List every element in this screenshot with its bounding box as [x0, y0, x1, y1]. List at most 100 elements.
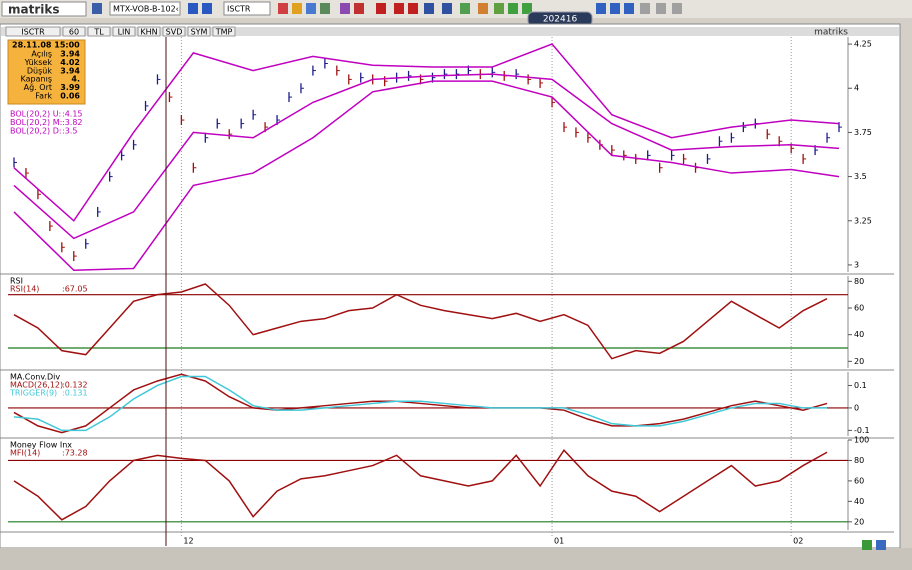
icon[interactable] [442, 3, 452, 14]
info-label: Kapanış [21, 75, 52, 84]
panel-title: MA.Conv.Div [10, 373, 60, 382]
info-value: 0.06 [60, 92, 80, 101]
legend-name: TRIGGER(9) [9, 389, 57, 398]
icon[interactable] [320, 3, 330, 14]
icon[interactable] [376, 3, 386, 14]
legend-name: RSI(14) [10, 285, 39, 294]
y-tick-label: 3 [854, 260, 859, 269]
icon[interactable] [656, 3, 666, 14]
icon[interactable] [188, 3, 198, 14]
info-label: Yüksek [24, 58, 53, 67]
tab[interactable] [187, 26, 211, 37]
legend-value: :67.05 [62, 285, 88, 294]
legend-value: :3.82 [62, 118, 83, 127]
tab-label: ISCTR [21, 28, 45, 37]
y-tick-label: 3.25 [854, 216, 872, 225]
icon[interactable] [494, 3, 504, 14]
status-bar [0, 548, 912, 570]
legend-name: BOL(20,2) D: [10, 127, 62, 136]
icon[interactable] [522, 3, 532, 14]
y-tick-label: 80 [854, 456, 864, 465]
icon[interactable] [610, 3, 620, 14]
y-tick-label: -0.1 [854, 426, 870, 435]
tab-label: 60 [69, 28, 79, 37]
info-box: 28.11.08 15:00 Açılış 3.94 Yüksek 4.02 Düşük… [7, 39, 86, 105]
price-axis [848, 36, 894, 536]
tab-label: SVD [166, 28, 183, 37]
icon[interactable] [292, 3, 302, 14]
icon[interactable] [460, 3, 470, 14]
x-tick-label: 01 [554, 537, 564, 546]
tab-label: SYM [191, 28, 208, 37]
tab[interactable] [5, 26, 61, 37]
series-line [13, 373, 828, 434]
legend-value: :0.131 [62, 389, 88, 398]
info-value: 3.94 [60, 50, 80, 59]
legend-name: MACD(26,12) [10, 381, 63, 390]
y-tick-label: 0.1 [854, 381, 867, 390]
tab[interactable] [87, 26, 111, 37]
tab[interactable] [212, 26, 236, 37]
series-line [13, 43, 840, 222]
instrument-select[interactable] [223, 1, 271, 16]
y-tick-label: 60 [854, 304, 864, 313]
y-tick-label: 40 [854, 330, 864, 339]
tab-label: TL [93, 28, 104, 37]
tab-label: LIN [118, 28, 131, 37]
icon[interactable] [92, 3, 102, 14]
tab-label: KHN [140, 28, 157, 37]
series-line [13, 449, 828, 521]
clock: 202416 [543, 15, 578, 25]
tab[interactable] [162, 26, 186, 37]
icon[interactable] [596, 3, 606, 14]
icon[interactable] [408, 3, 418, 14]
toolbar-icons [92, 3, 682, 14]
y-tick-label: 4.25 [854, 40, 872, 49]
y-tick-label: 100 [854, 436, 869, 445]
info-value: 4.02 [60, 58, 80, 67]
y-tick-label: 3.5 [854, 172, 867, 181]
icon[interactable] [862, 540, 872, 550]
icon[interactable] [278, 3, 288, 14]
legend-value: :3.5 [62, 127, 77, 136]
icon[interactable] [640, 3, 650, 14]
icon[interactable] [306, 3, 316, 14]
series-line [13, 80, 840, 271]
legend-value: :4.15 [62, 110, 83, 119]
tab-label: TMP [215, 28, 233, 37]
info-value: 3.94 [60, 66, 80, 75]
icon[interactable] [394, 3, 404, 14]
info-date: 28.11.08 15:00 [12, 41, 80, 50]
icon[interactable] [478, 3, 488, 14]
symbol-text: MTX-VOB-B-102‹ [113, 5, 179, 14]
y-tick-label: 20 [854, 517, 864, 526]
icon[interactable] [672, 3, 682, 14]
info-bg [7, 39, 86, 105]
symbol-select[interactable] [109, 1, 181, 16]
icon[interactable] [624, 3, 634, 14]
x-tick-label: 12 [183, 537, 193, 546]
instrument-text: ISCTR [227, 5, 251, 14]
tab[interactable] [112, 26, 136, 37]
logo-box [1, 1, 87, 17]
x-tick-label: 02 [793, 537, 803, 546]
legend-value: :73.28 [62, 449, 88, 458]
info-label: Ağ. Ort [24, 83, 52, 92]
tabs: ISCTR 60 TL LIN KHN SVD SYM TMP [5, 26, 236, 37]
tab[interactable] [137, 26, 161, 37]
icon[interactable] [876, 540, 886, 550]
y-tick-label: 20 [854, 357, 864, 366]
icon[interactable] [340, 3, 350, 14]
icon[interactable] [202, 3, 212, 14]
watermark: matriks [814, 28, 848, 38]
legend-name: BOL(20,2) M: [10, 118, 62, 127]
icon[interactable] [508, 3, 518, 14]
y-tick-label: 4 [854, 84, 859, 93]
legend-name: BOL(20,2) U: [10, 110, 61, 119]
tab[interactable] [62, 26, 86, 37]
info-label: Açılış [31, 50, 52, 59]
icon[interactable] [424, 3, 434, 14]
icon[interactable] [354, 3, 364, 14]
